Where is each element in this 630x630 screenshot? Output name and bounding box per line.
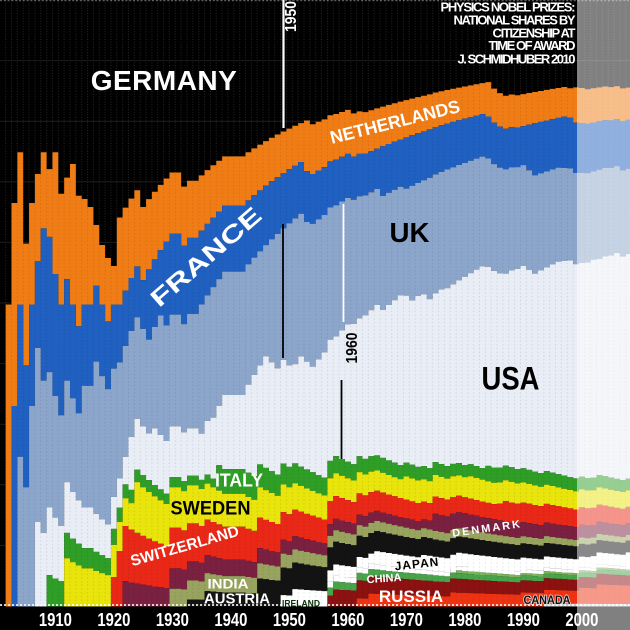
svg-text:1960: 1960 (331, 610, 364, 630)
svg-text:1930: 1930 (156, 610, 189, 630)
svg-text:NATIONAL SHARES BY: NATIONAL SHARES BY (454, 13, 576, 28)
svg-text:RUSSIA: RUSSIA (379, 587, 443, 606)
svg-text:1980: 1980 (448, 610, 481, 630)
svg-text:UK: UK (390, 217, 430, 248)
svg-text:1950: 1950 (283, 1, 300, 32)
svg-text:GERMANY: GERMANY (91, 65, 238, 96)
svg-text:AUSTRIA: AUSTRIA (204, 591, 270, 608)
svg-text:CANADA: CANADA (524, 595, 571, 607)
svg-text:PHYSICS NOBEL PRIZES:: PHYSICS NOBEL PRIZES: (441, 0, 576, 15)
svg-text:1950: 1950 (273, 610, 306, 630)
svg-text:1990: 1990 (507, 610, 540, 630)
svg-text:TIME OF AWARD: TIME OF AWARD (489, 38, 576, 53)
svg-text:IRELAND: IRELAND (282, 599, 320, 610)
svg-text:1960: 1960 (344, 332, 361, 363)
svg-text:1970: 1970 (390, 610, 423, 630)
svg-text:USA: USA (482, 361, 540, 397)
svg-text:1940: 1940 (214, 610, 247, 630)
svg-text:INDIA: INDIA (208, 576, 249, 592)
svg-text:CHINA: CHINA (366, 572, 402, 586)
svg-text:SWEDEN: SWEDEN (171, 499, 251, 520)
svg-text:1920: 1920 (97, 610, 130, 630)
svg-text:1910: 1910 (39, 610, 72, 630)
svg-text:ITALY: ITALY (215, 471, 263, 491)
svg-text:CITIZENSHIP AT: CITIZENSHIP AT (493, 25, 576, 40)
svg-text:J. SCHMIDHUBER 2010: J. SCHMIDHUBER 2010 (458, 51, 576, 66)
svg-text:JAPAN: JAPAN (394, 555, 440, 574)
